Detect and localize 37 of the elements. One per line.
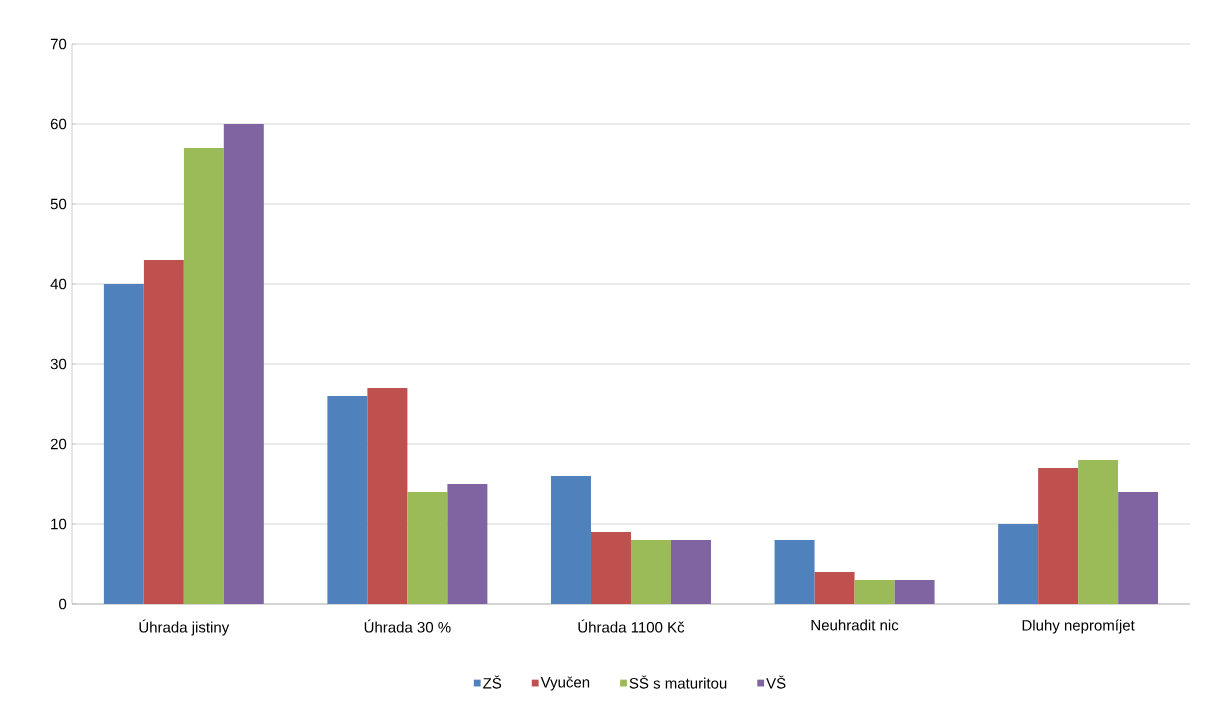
bar — [1118, 491, 1159, 604]
bar — [367, 387, 408, 604]
bar — [143, 259, 184, 604]
bar — [183, 148, 224, 604]
x-tick-label: Úhrada 1100 Kč — [578, 619, 685, 633]
legend-label: Vyučen — [540, 676, 590, 691]
legend-label: ZŠ — [483, 675, 502, 689]
y-tick-label: 10 — [51, 518, 67, 530]
bar — [327, 395, 368, 604]
bar — [894, 579, 935, 604]
bar — [103, 283, 144, 604]
x-tick-label: Úhrada jistiny — [139, 619, 230, 636]
bar — [1038, 467, 1079, 604]
x-tick-label: Dluhy nepromíjet — [1022, 619, 1135, 634]
y-tick-label: 40 — [50, 278, 67, 290]
bar — [447, 483, 488, 604]
x-tick-label: Neuhradit nic — [811, 619, 899, 631]
y-tick-label: 70 — [50, 38, 67, 50]
bar — [223, 124, 264, 604]
y-tick-label: 60 — [50, 118, 67, 130]
bar — [550, 475, 591, 604]
bar — [407, 491, 448, 604]
legend-label: SŠ s maturitou — [629, 675, 727, 689]
bar — [814, 571, 855, 604]
legend-label: VŠ — [766, 675, 786, 689]
bar — [590, 531, 631, 604]
bar — [670, 539, 711, 604]
y-tick-label: 50 — [50, 198, 67, 210]
y-tick-label: 30 — [50, 358, 67, 370]
y-tick-label: 20 — [50, 438, 67, 450]
bar — [854, 579, 895, 604]
x-tick-label: Úhrada 30 % — [364, 619, 451, 633]
bar — [630, 539, 671, 604]
y-tick-label: 0 — [59, 598, 67, 610]
bar — [1078, 459, 1119, 604]
bar — [774, 539, 815, 604]
bar — [998, 523, 1039, 604]
